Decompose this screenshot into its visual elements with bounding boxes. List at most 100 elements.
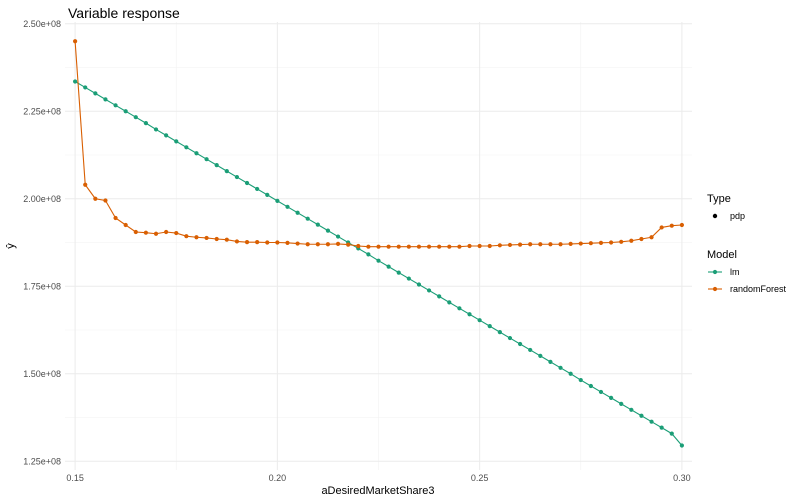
data-point-randomforest — [406, 244, 411, 249]
data-point-lm — [103, 97, 108, 102]
series-randomforest — [73, 39, 684, 249]
data-point-lm — [93, 91, 98, 96]
data-point-randomforest — [447, 244, 452, 249]
data-point-randomforest — [346, 242, 351, 247]
data-point-randomforest — [517, 242, 523, 247]
data-point-randomforest — [507, 242, 513, 248]
x-axis-title: aDesiredMarketShare3 — [321, 485, 434, 497]
data-point-randomforest — [244, 240, 250, 245]
data-point-randomforest — [497, 243, 502, 248]
data-point-randomforest — [184, 234, 189, 239]
data-point-randomforest — [315, 242, 320, 247]
data-point-randomforest — [538, 242, 543, 247]
x-tick-label: 0.25 — [471, 473, 489, 483]
data-point-lm — [629, 407, 634, 412]
data-point-lm — [315, 222, 320, 227]
data-point-randomforest — [103, 198, 108, 203]
data-point-randomforest — [285, 240, 290, 245]
data-point-lm — [244, 180, 250, 186]
data-point-lm — [416, 282, 422, 287]
data-point-randomforest — [649, 235, 654, 240]
x-tick-label: 0.30 — [673, 473, 691, 483]
data-point-randomforest — [234, 239, 240, 244]
data-point-randomforest — [275, 240, 280, 245]
legend: Type pdp Model lm randomForest — [707, 193, 787, 294]
data-point-randomforest — [608, 240, 614, 245]
data-point-lm — [376, 258, 381, 263]
data-point-lm — [548, 359, 553, 364]
y-axis-ticks: 1.25e+08 1.50e+08 1.75e+08 2.00e+08 2.25e+08… — [23, 19, 61, 467]
data-point-lm — [558, 365, 563, 370]
data-point-lm — [275, 198, 280, 203]
data-point-lm — [679, 443, 684, 448]
data-point-lm — [497, 330, 502, 335]
data-point-randomforest — [457, 244, 462, 249]
data-point-lm — [538, 353, 543, 358]
data-point-lm — [598, 389, 604, 395]
data-point-randomforest — [83, 182, 88, 187]
data-point-randomforest — [639, 236, 644, 242]
data-point-lm — [669, 431, 674, 436]
legend-key-point-randomforest — [712, 286, 718, 292]
data-point-randomforest — [73, 39, 78, 44]
data-point-randomforest — [214, 236, 219, 242]
data-point-lm — [204, 157, 209, 162]
data-point-lm — [517, 341, 523, 347]
data-point-lm — [164, 133, 169, 138]
data-point-lm — [73, 79, 78, 84]
data-point-lm — [83, 85, 88, 90]
legend-type-pdp-key — [712, 213, 718, 219]
x-tick-label: 0.20 — [269, 473, 287, 483]
x-axis-ticks: 0.15 0.20 0.25 0.30 — [66, 473, 690, 483]
data-point-lm — [447, 300, 452, 305]
data-point-randomforest — [619, 239, 624, 244]
data-point-randomforest — [558, 242, 563, 247]
y-tick-label: 2.25e+08 — [23, 106, 61, 116]
data-point-randomforest — [386, 244, 391, 249]
data-point-lm — [528, 347, 533, 353]
data-point-lm — [194, 151, 199, 156]
series-lm — [73, 79, 684, 448]
data-point-randomforest — [659, 225, 664, 230]
data-point-randomforest — [669, 223, 674, 228]
data-point-lm — [608, 395, 614, 400]
data-point-lm — [153, 127, 159, 132]
data-point-lm — [426, 288, 432, 293]
data-point-randomforest — [477, 243, 482, 249]
data-point-lm — [184, 145, 189, 150]
data-point-lm — [396, 270, 401, 275]
data-point-lm — [224, 169, 229, 174]
data-point-randomforest — [164, 229, 169, 235]
data-point-lm — [305, 216, 310, 221]
legend-type-title: Type — [707, 193, 731, 205]
data-point-randomforest — [467, 243, 472, 249]
data-point-randomforest — [426, 244, 432, 249]
data-point-lm — [123, 109, 128, 114]
y-tick-label: 1.75e+08 — [23, 281, 61, 291]
data-point-randomforest — [396, 244, 401, 249]
data-point-randomforest — [133, 229, 138, 235]
data-point-randomforest — [629, 238, 634, 243]
data-point-lm — [285, 204, 290, 209]
data-point-randomforest — [437, 244, 442, 249]
data-point-lm — [325, 228, 331, 233]
data-point-lm — [568, 371, 573, 376]
data-point-lm — [295, 210, 300, 215]
data-point-randomforest — [295, 241, 300, 246]
legend-label-randomforest: randomForest — [730, 284, 787, 294]
data-point-randomforest — [679, 222, 684, 228]
data-point-randomforest — [204, 235, 209, 241]
chart-title: Variable response — [68, 5, 180, 21]
data-point-randomforest — [528, 242, 533, 247]
legend-type-pdp-label: pdp — [730, 211, 745, 221]
data-point-randomforest — [265, 240, 270, 245]
data-point-lm — [174, 139, 179, 144]
data-point-lm — [457, 306, 462, 311]
data-point-lm — [477, 318, 482, 323]
data-point-lm — [649, 419, 654, 424]
data-point-lm — [265, 192, 270, 197]
data-point-lm — [386, 264, 391, 269]
data-point-randomforest — [335, 241, 341, 246]
data-point-randomforest — [153, 231, 159, 236]
minor-gridlines — [65, 22, 692, 470]
